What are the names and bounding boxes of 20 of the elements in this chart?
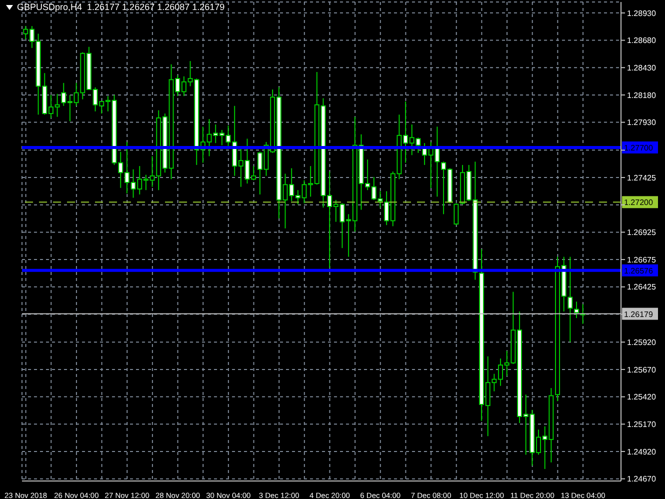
chart-title: GBPUSDpro,H4 1.26177 1.26267 1.26087 1.26179	[17, 2, 225, 12]
y-tick-label: 1.25920	[627, 338, 656, 347]
y-tick-label: 1.25170	[627, 420, 656, 429]
y-tick-label: 1.27425	[627, 173, 656, 182]
y-tick-label: 1.24670	[627, 474, 656, 484]
y-tick-label: 1.28180	[627, 90, 656, 100]
y-tick-label: 1.27930	[627, 118, 656, 128]
ref-line-label: 1.26179	[624, 310, 654, 319]
y-tick-label: 1.25420	[627, 392, 656, 402]
ref-line-label: 1.27200	[624, 198, 654, 208]
y-tick-label: 1.26675	[627, 255, 656, 264]
y-tick-label: 1.25670	[627, 365, 656, 374]
ref-line-label: 1.26576	[624, 266, 654, 276]
y-tick-label: 1.28430	[627, 63, 656, 72]
y-tick-label: 1.26925	[627, 228, 656, 238]
y-tick-label: 1.24920	[627, 447, 656, 456]
y-tick-label: 1.26425	[627, 282, 656, 292]
y-tick-label: 1.28930	[627, 8, 656, 18]
ref-line-label: 1.27700	[624, 143, 654, 152]
y-tick-label: 1.28680	[627, 36, 656, 46]
